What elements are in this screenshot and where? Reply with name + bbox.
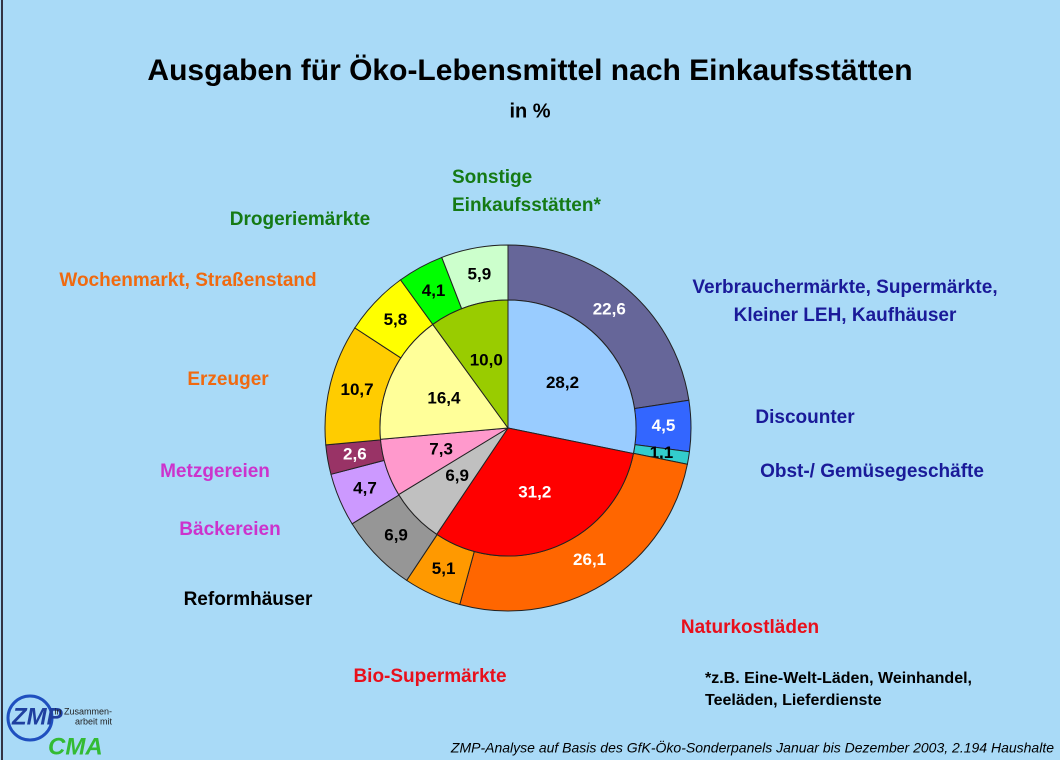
category-label: Einkaufsstätten*	[452, 195, 601, 216]
category-label: Reformhäuser	[184, 589, 313, 610]
inner-slice	[507, 299, 637, 455]
inner-slice	[379, 323, 509, 440]
logo-note: arbeit mit	[75, 716, 113, 726]
value-label: 7,3	[429, 439, 453, 458]
inner-slice	[432, 299, 509, 430]
value-label: 22,6	[593, 299, 626, 318]
category-label: Erzeuger	[187, 369, 269, 390]
logo-cma: CMA	[48, 733, 103, 760]
value-label: 5,9	[468, 265, 492, 284]
logo-zmp: ZMP	[11, 703, 64, 730]
category-label: Bäckereien	[179, 519, 280, 540]
chart-subtitle: in %	[509, 100, 550, 122]
value-label: 10,0	[470, 351, 503, 370]
value-label: 31,2	[518, 483, 551, 502]
value-label: 6,9	[445, 466, 469, 485]
value-label: 16,4	[427, 388, 461, 407]
source: ZMP-Analyse auf Basis des GfK-Öko-Sonder…	[450, 739, 1054, 756]
value-label: 4,1	[422, 281, 446, 300]
value-label: 4,5	[652, 416, 676, 435]
footnote: *z.B. Eine-Welt-Läden, Weinhandel,	[705, 670, 972, 687]
value-label: 26,1	[573, 550, 606, 569]
category-label: Verbrauchermärkte, Supermärkte,	[692, 277, 997, 298]
category-label: Wochenmarkt, Straßenstand	[59, 270, 316, 291]
category-label: Bio-Supermärkte	[353, 666, 506, 687]
category-label: Metzgereien	[160, 461, 270, 482]
logo: ZMP in Zusammen- arbeit mit CMA	[6, 694, 113, 760]
logo-globe	[6, 694, 54, 742]
inner-slice	[436, 427, 635, 557]
value-label: 2,6	[343, 444, 367, 463]
value-label: 4,7	[353, 479, 377, 498]
category-label: Kleiner LEH, Kaufhäuser	[734, 305, 957, 326]
category-label: Sonstige	[452, 167, 532, 188]
chart-title: Ausgaben für Öko-Lebensmittel nach Einka…	[147, 54, 912, 87]
value-label: 10,7	[341, 380, 374, 399]
value-label: 5,1	[432, 559, 456, 578]
value-label: 5,8	[384, 310, 408, 329]
footnote: Teeläden, Lieferdienste	[705, 692, 882, 709]
category-label: Naturkostläden	[681, 617, 819, 638]
value-label: 6,9	[384, 525, 408, 544]
value-label: 1,1	[650, 443, 674, 462]
category-label: Obst-/ Gemüsegeschäfte	[760, 461, 984, 482]
value-label: 28,2	[546, 373, 579, 392]
logo-note: in Zusammen-	[54, 706, 112, 716]
category-label: Discounter	[755, 407, 855, 428]
category-label: Drogeriemärkte	[230, 209, 370, 230]
